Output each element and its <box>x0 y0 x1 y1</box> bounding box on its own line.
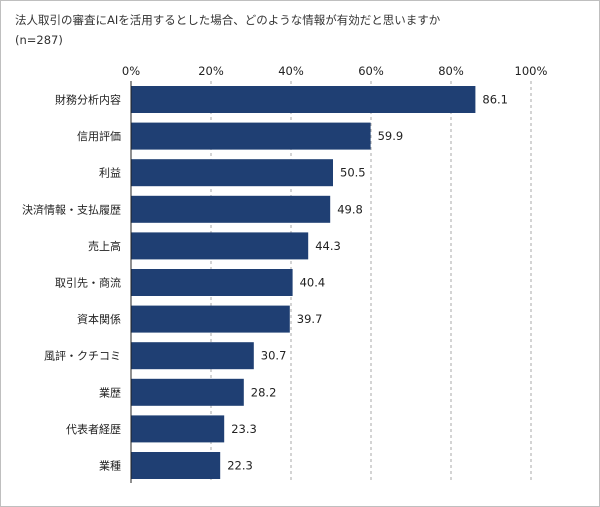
category-label: 資本関係 <box>77 312 121 326</box>
data-label: 39.7 <box>297 312 323 326</box>
bar <box>131 122 371 150</box>
category-label: 業種 <box>99 459 121 473</box>
data-label: 23.3 <box>231 422 257 436</box>
bar <box>131 195 331 223</box>
bar <box>131 415 225 443</box>
x-tick-label: 20% <box>198 64 224 78</box>
category-label: 取引先・商流 <box>55 276 121 290</box>
category-label: 決済情報・支払履歴 <box>22 202 121 216</box>
bar <box>131 86 476 113</box>
data-label: 40.4 <box>300 276 326 290</box>
x-tick-label: 100% <box>515 64 548 78</box>
data-label: 44.3 <box>315 239 341 253</box>
data-label: 30.7 <box>261 349 287 363</box>
bar <box>131 452 221 479</box>
bar <box>131 232 309 260</box>
category-label: 信用評価 <box>77 129 121 143</box>
category-label: 風評・クチコミ <box>44 349 121 363</box>
bar <box>131 342 254 370</box>
category-label: 代表者経歴 <box>66 422 121 436</box>
bar <box>131 159 333 187</box>
data-label: 50.5 <box>340 166 366 180</box>
bar <box>131 305 290 333</box>
x-tick-label: 80% <box>438 64 464 78</box>
data-label: 86.1 <box>482 93 508 107</box>
data-label: 49.8 <box>337 202 363 216</box>
x-tick-label: 60% <box>358 64 384 78</box>
x-tick-label: 0% <box>122 64 140 78</box>
bar <box>131 269 293 296</box>
x-tick-label: 40% <box>278 64 304 78</box>
category-label: 売上高 <box>88 239 121 253</box>
category-label: 利益 <box>99 166 121 180</box>
data-label: 59.9 <box>378 129 404 143</box>
chart-subtitle: (n=287) <box>15 33 63 47</box>
chart-title: 法人取引の審査にAIを活用するとした場合、どのような情報が有効だと思いますか <box>15 13 441 27</box>
data-label: 22.3 <box>227 459 253 473</box>
bar <box>131 378 244 406</box>
category-label: 業歴 <box>99 386 121 399</box>
category-label: 財務分析内容 <box>55 93 121 107</box>
data-label: 28.2 <box>251 385 277 399</box>
